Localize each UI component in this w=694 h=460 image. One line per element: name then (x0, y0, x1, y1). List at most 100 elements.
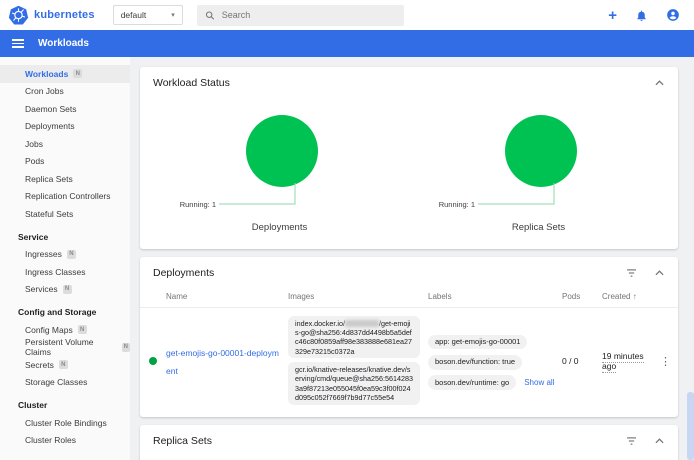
pie-slice (246, 115, 318, 187)
table-header: Name Images Labels Pods Created ↑ (140, 287, 678, 308)
chevron-up-icon (655, 80, 664, 86)
sidebar-item-stateful-sets[interactable]: Stateful Sets (0, 205, 130, 223)
sidebar-item-persistent-volume-claims[interactable]: Persistent Volume Claims N (0, 337, 130, 358)
main-content: Workload Status Running: 1 Deployments (130, 57, 694, 460)
sidebar-item-storage-classes[interactable]: Storage Classes (0, 374, 130, 392)
namespaced-badge-icon: N (73, 69, 83, 79)
sidebar-item-label: Deployments (25, 121, 75, 132)
sidebar-item-label: Pods (25, 156, 45, 167)
namespaced-badge-icon: N (66, 249, 76, 259)
column-created[interactable]: Created ↑ (602, 292, 637, 301)
pie-chart: Running: 1 (180, 115, 318, 209)
sidebar-item-config-maps[interactable]: Config Maps N (0, 321, 130, 339)
sidebar-item-label: Config Maps (25, 324, 73, 335)
namespaced-badge-icon: N (77, 325, 87, 335)
search-input[interactable] (221, 10, 396, 20)
table-row: get-emojis-go-00001-deployment index.doc… (140, 308, 678, 417)
collapse-card-button[interactable] (655, 438, 664, 444)
scrollbar[interactable] (687, 57, 694, 460)
sidebar-section-cluster: Cluster (0, 396, 130, 414)
sidebar-item-label: Persistent Volume Claims (25, 337, 94, 358)
replica-sets-card: Replica Sets Name Images Labels (140, 424, 678, 460)
sidebar-item-label: Replication Controllers (25, 191, 111, 202)
chevron-up-icon (655, 438, 664, 444)
column-images: Images (288, 292, 315, 301)
card-title: Deployments (153, 267, 215, 279)
sidebar-item-jobs[interactable]: Jobs (0, 135, 130, 153)
sidebar-item-workloads[interactable]: Workloads N (0, 65, 130, 83)
sidebar-nav: Workloads N Cron Jobs Daemon Sets Deployment… (0, 57, 130, 460)
sidebar-item-deployments[interactable]: Deployments (0, 118, 130, 136)
kubernetes-helm-icon (8, 5, 29, 25)
sidebar-item-ingresses[interactable]: Ingresses N (0, 246, 130, 264)
sidebar-item-daemon-sets[interactable]: Daemon Sets (0, 100, 130, 118)
sidebar-item-label: Cluster (18, 400, 48, 410)
sidebar-item-secrets[interactable]: Secrets N (0, 356, 130, 374)
sidebar-section-config-and-storage: Config and Storage (0, 303, 130, 321)
image-chip: gcr.io/knative-releases/knative.dev/serv… (288, 362, 420, 405)
deployments-status-chart: Running: 1 Deployments (162, 111, 397, 233)
filter-button[interactable] (626, 437, 637, 445)
sidebar-item-label: Config and Storage (18, 307, 97, 317)
redacted-text (344, 320, 379, 328)
chevron-up-icon (655, 270, 664, 276)
row-menu-button[interactable]: ⋮ (660, 355, 671, 368)
label-chip: boson.dev/function: true (428, 354, 523, 370)
card-title: Replica Sets (153, 434, 212, 447)
sidebar-item-label: Cluster Roles (25, 435, 77, 446)
replica-sets-status-chart: Running: 1 Replica Sets (421, 111, 656, 233)
sidebar-item-label: Daemon Sets (25, 103, 77, 114)
sidebar-section-service: Service (0, 228, 130, 246)
sidebar-item-ingress-classes[interactable]: Ingress Classes (0, 263, 130, 281)
column-pods: Pods (562, 292, 581, 301)
label-chip: app: get-emojis-go-00001 (428, 334, 528, 350)
filter-button[interactable] (626, 269, 637, 277)
create-resource-button[interactable]: + (608, 6, 617, 24)
collapse-card-button[interactable] (655, 80, 664, 86)
sidebar-item-label: Secrets (25, 359, 54, 370)
created-timestamp: 19 minutes ago (602, 351, 644, 374)
namespace-selector[interactable]: default ▾ (112, 5, 183, 25)
sidebar-item-label: Stateful Sets (25, 208, 74, 219)
notifications-bell-icon[interactable] (635, 9, 648, 22)
search-bar[interactable] (196, 4, 404, 26)
sidebar-item-replica-sets[interactable]: Replica Sets (0, 170, 130, 188)
sidebar-item-cron-jobs[interactable]: Cron Jobs (0, 83, 130, 101)
sidebar-item-label: Cluster Role Bindings (25, 417, 107, 428)
kubernetes-logo[interactable]: kubernetes (8, 5, 95, 26)
deployment-name-link[interactable]: get-emojis-go-00001-deployment (166, 348, 279, 377)
sidebar-item-cluster-roles[interactable]: Cluster Roles (0, 432, 130, 450)
namespaced-badge-icon: N (58, 360, 68, 370)
svg-text:Running: 1: Running: 1 (439, 200, 475, 209)
sidebar-item-replication-controllers[interactable]: Replication Controllers (0, 188, 130, 206)
sidebar-item-label: Cron Jobs (25, 86, 64, 97)
column-name[interactable]: Name (166, 292, 188, 301)
chevron-down-icon: ▾ (171, 12, 175, 19)
namespaced-badge-icon: N (121, 342, 130, 352)
deployments-card: Deployments Name Images Labels (140, 257, 678, 417)
pods-count: 0 / 0 (562, 356, 579, 367)
namespaced-badge-icon: N (62, 284, 72, 294)
collapse-card-button[interactable] (655, 270, 664, 276)
sidebar-item-label: Workloads (25, 68, 69, 79)
table-header: Name Images Labels Pods Created ↑ (140, 455, 678, 460)
sidebar-item-label: Jobs (25, 138, 43, 149)
sidebar-item-pods[interactable]: Pods (0, 153, 130, 171)
card-title: Workload Status (153, 77, 230, 89)
sidebar-item-cluster-role-bindings[interactable]: Cluster Role Bindings (0, 414, 130, 432)
brand-name: kubernetes (34, 9, 95, 21)
sidebar-item-services[interactable]: Services N (0, 281, 130, 299)
pie-slice (505, 115, 577, 187)
status-ok-icon (149, 357, 157, 366)
pie-chart: Running: 1 (439, 115, 577, 209)
menu-hamburger-icon[interactable] (12, 37, 24, 51)
workload-status-card: Workload Status Running: 1 Deployments (140, 67, 678, 249)
search-icon (205, 10, 214, 20)
show-all-labels-link[interactable]: Show all (524, 377, 555, 387)
sidebar-item-label: Ingresses (25, 249, 62, 260)
user-profile-icon[interactable] (666, 8, 680, 22)
label-chip: boson.dev/runtime: go (428, 375, 517, 390)
scrollbar-thumb[interactable] (687, 392, 694, 460)
chart-title: Replica Sets (511, 222, 566, 233)
page-toolbar: Workloads (0, 30, 694, 57)
